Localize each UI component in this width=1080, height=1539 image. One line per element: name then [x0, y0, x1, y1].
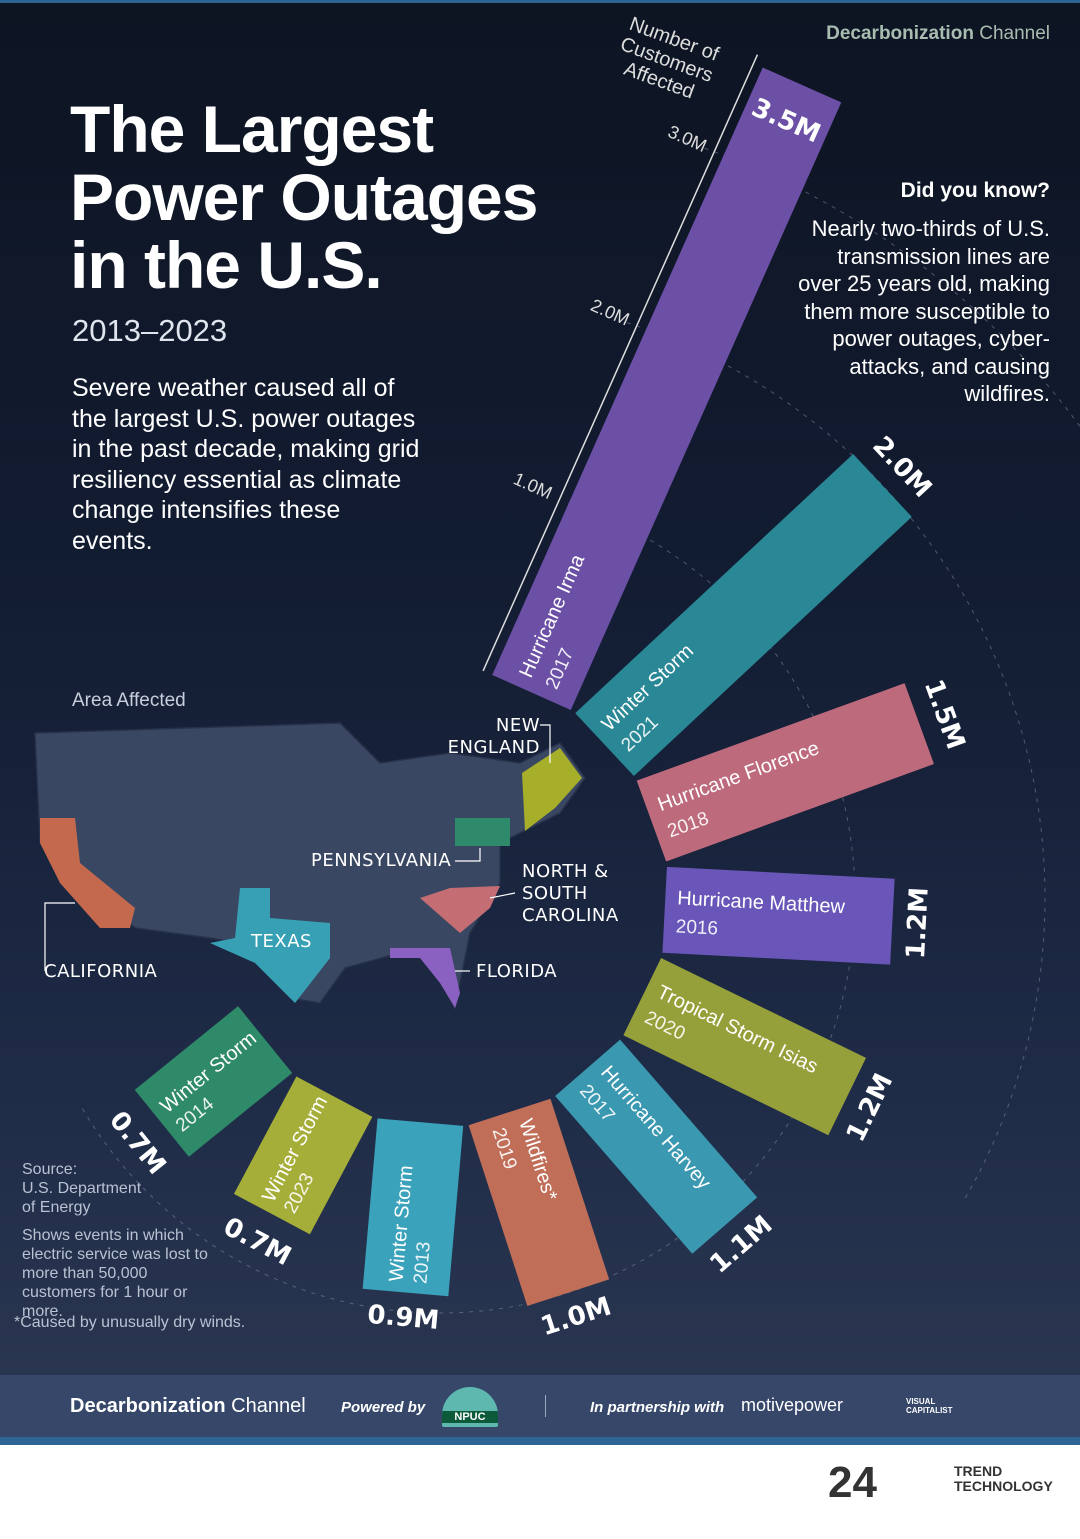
header-brand: Decarbonization Channel	[826, 23, 1050, 44]
label-florida: FLORIDA	[476, 961, 558, 982]
bar	[468, 1098, 610, 1306]
pennsylvania-region	[455, 818, 510, 846]
page-title: The Largest Power Outages in the U.S.	[70, 92, 538, 302]
powered-by: Powered by	[341, 1399, 426, 1416]
did-you-know: Did you know? Nearly two-thirds of U.S. t…	[798, 179, 1050, 406]
bar-group: Wildfires*2019	[468, 1098, 610, 1306]
grid-arc	[80, 502, 856, 1314]
source: Source: U.S. Department of Energy	[22, 1161, 142, 1216]
source-note: Shows events in which electric service w…	[22, 1227, 208, 1320]
new-england-region	[522, 748, 582, 831]
carolina-region	[420, 886, 500, 933]
bar	[362, 1118, 464, 1297]
intro-text: Severe weather caused all of the largest…	[72, 374, 420, 555]
value-label: 0.9M	[366, 1300, 440, 1336]
california-region	[40, 818, 135, 928]
label-pennsylvania: PENNSYLVANIA	[311, 850, 452, 871]
bar	[555, 1039, 758, 1254]
us-map	[34, 722, 586, 1011]
year-range: 2013–2023	[72, 313, 228, 348]
grid-arc	[626, 322, 1046, 1201]
bar	[636, 683, 934, 862]
partnership: In partnership with	[590, 1399, 725, 1416]
bar	[575, 453, 912, 776]
label-new-england: NEW ENGLAND	[447, 715, 540, 758]
map-heading: Area Affected	[72, 690, 186, 711]
infographic-canvas: Decarbonization Channel The Largest Power…	[0, 0, 1080, 1375]
npuc-logo: NPUC	[442, 1387, 498, 1427]
bar	[233, 1076, 373, 1235]
visual-capitalist-logo: VISUAL CAPITALIST	[906, 1397, 953, 1415]
label-carolina: NORTH & SOUTH CAROLINA	[522, 861, 619, 926]
texas-region	[210, 888, 330, 1003]
bar	[662, 866, 895, 965]
bar-year: 2013	[410, 1241, 435, 1285]
value-label: 1.2M	[901, 886, 935, 959]
bar	[492, 67, 842, 710]
footer-bar: Decarbonization Channel Powered by NPUC …	[0, 1375, 1080, 1445]
divider	[545, 1395, 546, 1417]
bar-year: 2016	[675, 916, 718, 939]
label-texas: TEXAS	[251, 931, 312, 952]
florida-region	[390, 948, 460, 1008]
footer-brand: Decarbonization Channel	[70, 1395, 306, 1417]
footnote: *Caused by unusually dry winds.	[14, 1314, 246, 1331]
watermark-text: TREND TECHNOLOGY	[954, 1463, 1053, 1494]
motivepower-logo: motivepower	[741, 1395, 844, 1415]
bar	[134, 1006, 293, 1157]
label-california: CALIFORNIA	[44, 961, 158, 982]
bar	[623, 957, 867, 1136]
value-axis	[482, 54, 759, 672]
watermark-logo: 24	[828, 1458, 877, 1507]
